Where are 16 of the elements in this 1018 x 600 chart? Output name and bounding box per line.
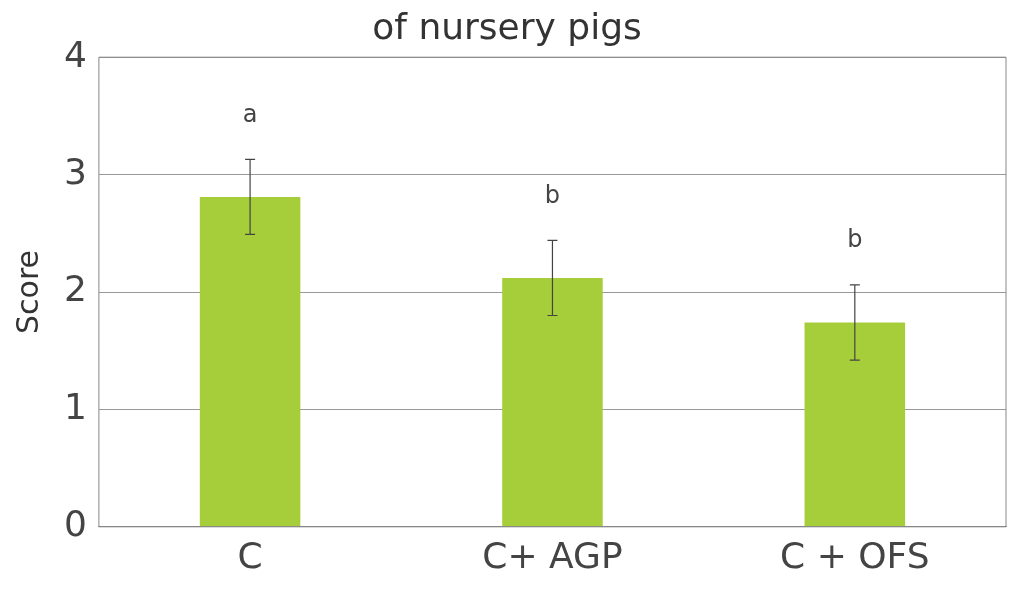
x-tick-label: C	[237, 534, 263, 576]
y-axis-title: Score	[9, 249, 45, 335]
annotation: a	[242, 99, 258, 128]
x-tick-label: C+ AGP	[482, 534, 623, 576]
bar	[199, 196, 301, 527]
bar	[804, 322, 906, 527]
chart-title: of nursery pigs	[372, 5, 642, 47]
y-tick-label: 2	[64, 268, 87, 310]
bar	[502, 277, 603, 527]
y-tick-label: 4	[64, 33, 87, 75]
y-tick-label: 0	[64, 503, 87, 545]
y-tick-label: 3	[64, 150, 87, 192]
annotation: b	[847, 225, 863, 254]
x-tick-label: C + OFS	[780, 534, 930, 576]
annotation: b	[544, 180, 561, 209]
y-tick-label: 1	[64, 385, 87, 427]
